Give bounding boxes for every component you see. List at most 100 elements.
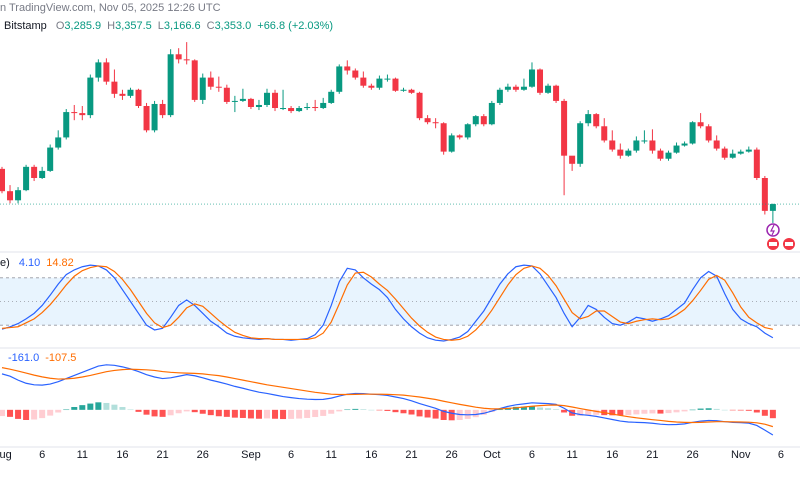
histogram-bar	[424, 409, 431, 418]
x-tick-label: 6	[39, 449, 45, 461]
candle-body	[545, 85, 552, 93]
histogram-bar	[761, 409, 768, 416]
candle-body	[697, 122, 704, 127]
histogram-bar	[87, 403, 94, 410]
histogram-bar	[432, 409, 439, 419]
candle-body	[617, 149, 624, 156]
candle-body	[689, 122, 696, 144]
histogram-bar	[175, 409, 182, 414]
candle-body	[408, 89, 415, 93]
candle-body	[520, 86, 527, 90]
histogram-bar	[729, 409, 736, 411]
candle-body	[320, 102, 327, 109]
ohlc-value: 3,357.5	[115, 20, 152, 32]
candle-body	[328, 91, 335, 103]
flag-stripe	[769, 242, 777, 246]
histogram-bar	[408, 409, 415, 415]
candle-body	[207, 77, 214, 87]
histogram-bar	[705, 408, 712, 410]
histogram-bar	[288, 409, 295, 419]
histogram-bar	[320, 409, 327, 416]
ohlc-key: C	[206, 20, 215, 32]
indicator-line	[1, 265, 774, 341]
histogram-bar	[7, 409, 14, 417]
event-icons[interactable]	[766, 223, 795, 250]
histogram-bar	[545, 408, 552, 410]
x-tick-label: 21	[156, 449, 168, 461]
candle-body	[537, 69, 544, 93]
x-tick-label: Sep	[241, 449, 261, 461]
candle-body	[528, 69, 535, 87]
histogram-bar	[721, 409, 728, 411]
x-tick-label: 6	[778, 449, 784, 461]
histogram-bar	[231, 409, 238, 418]
candle-body	[47, 147, 54, 171]
histogram-bar	[71, 407, 78, 410]
candle-body	[480, 116, 487, 125]
histogram-bar	[239, 409, 246, 418]
candle-body	[95, 62, 102, 78]
candle-body	[512, 86, 519, 90]
candle-body	[344, 66, 351, 71]
candle-body	[55, 137, 62, 148]
macd-header: -161.0 -107.5	[8, 352, 82, 364]
histogram-bar	[47, 409, 54, 416]
histogram-bar	[713, 408, 720, 410]
histogram-bar	[368, 409, 375, 411]
candle-body	[384, 78, 391, 80]
indicator-value: 14.82	[46, 257, 74, 269]
candle-body	[296, 108, 303, 112]
histogram-bar	[537, 407, 544, 410]
histogram-bar	[649, 409, 656, 414]
histogram-bar	[159, 409, 166, 417]
histogram-bar	[111, 404, 118, 410]
histogram-bar	[400, 409, 407, 414]
x-tick-label: 16	[606, 449, 618, 461]
ohlc-value: 3,285.9	[64, 20, 102, 32]
histogram-bar	[585, 409, 592, 416]
histogram-bar	[183, 409, 190, 412]
candle-body	[39, 170, 46, 178]
candle-body	[368, 85, 375, 88]
candle-body	[553, 85, 560, 101]
candle-body	[360, 77, 367, 86]
x-tick-label: 21	[405, 449, 417, 461]
x-tick-label: 6	[288, 449, 294, 461]
candle-body	[561, 100, 568, 156]
histogram-bar	[448, 409, 455, 421]
histogram-bar	[384, 409, 391, 411]
candle-body	[424, 118, 431, 123]
x-tick-label: 11	[566, 449, 577, 461]
candle-body	[312, 107, 319, 109]
ohlc-key: L	[157, 20, 164, 32]
histogram-bar	[352, 408, 359, 410]
candle-body	[585, 114, 592, 124]
candle-body	[609, 140, 616, 150]
histogram-bar	[577, 409, 584, 416]
histogram-bar	[191, 409, 198, 413]
event-icon[interactable]	[766, 223, 780, 237]
indicator-line	[1, 264, 774, 342]
indicator-value: 4.10	[18, 257, 41, 269]
histogram-bar	[207, 409, 214, 416]
x-tick-label: 26	[446, 449, 458, 461]
candle-body	[745, 149, 752, 152]
candle-body	[231, 100, 238, 102]
histogram-bar	[681, 409, 688, 412]
candle-body	[304, 107, 311, 109]
candle-body	[392, 78, 399, 91]
candle-body	[71, 112, 78, 114]
histogram-bar	[416, 409, 423, 417]
x-tick-label: Nov	[731, 449, 751, 461]
candle-body	[0, 168, 5, 192]
x-tick-label: 11	[326, 449, 337, 461]
indicator-line	[1, 367, 774, 428]
x-tick-label: 6	[529, 449, 535, 461]
candle-body	[103, 62, 110, 82]
candle-body	[135, 89, 142, 106]
histogram-bar	[440, 409, 447, 420]
histogram-bar	[641, 409, 648, 414]
histogram-bar	[520, 406, 527, 410]
candle-body	[352, 70, 359, 78]
